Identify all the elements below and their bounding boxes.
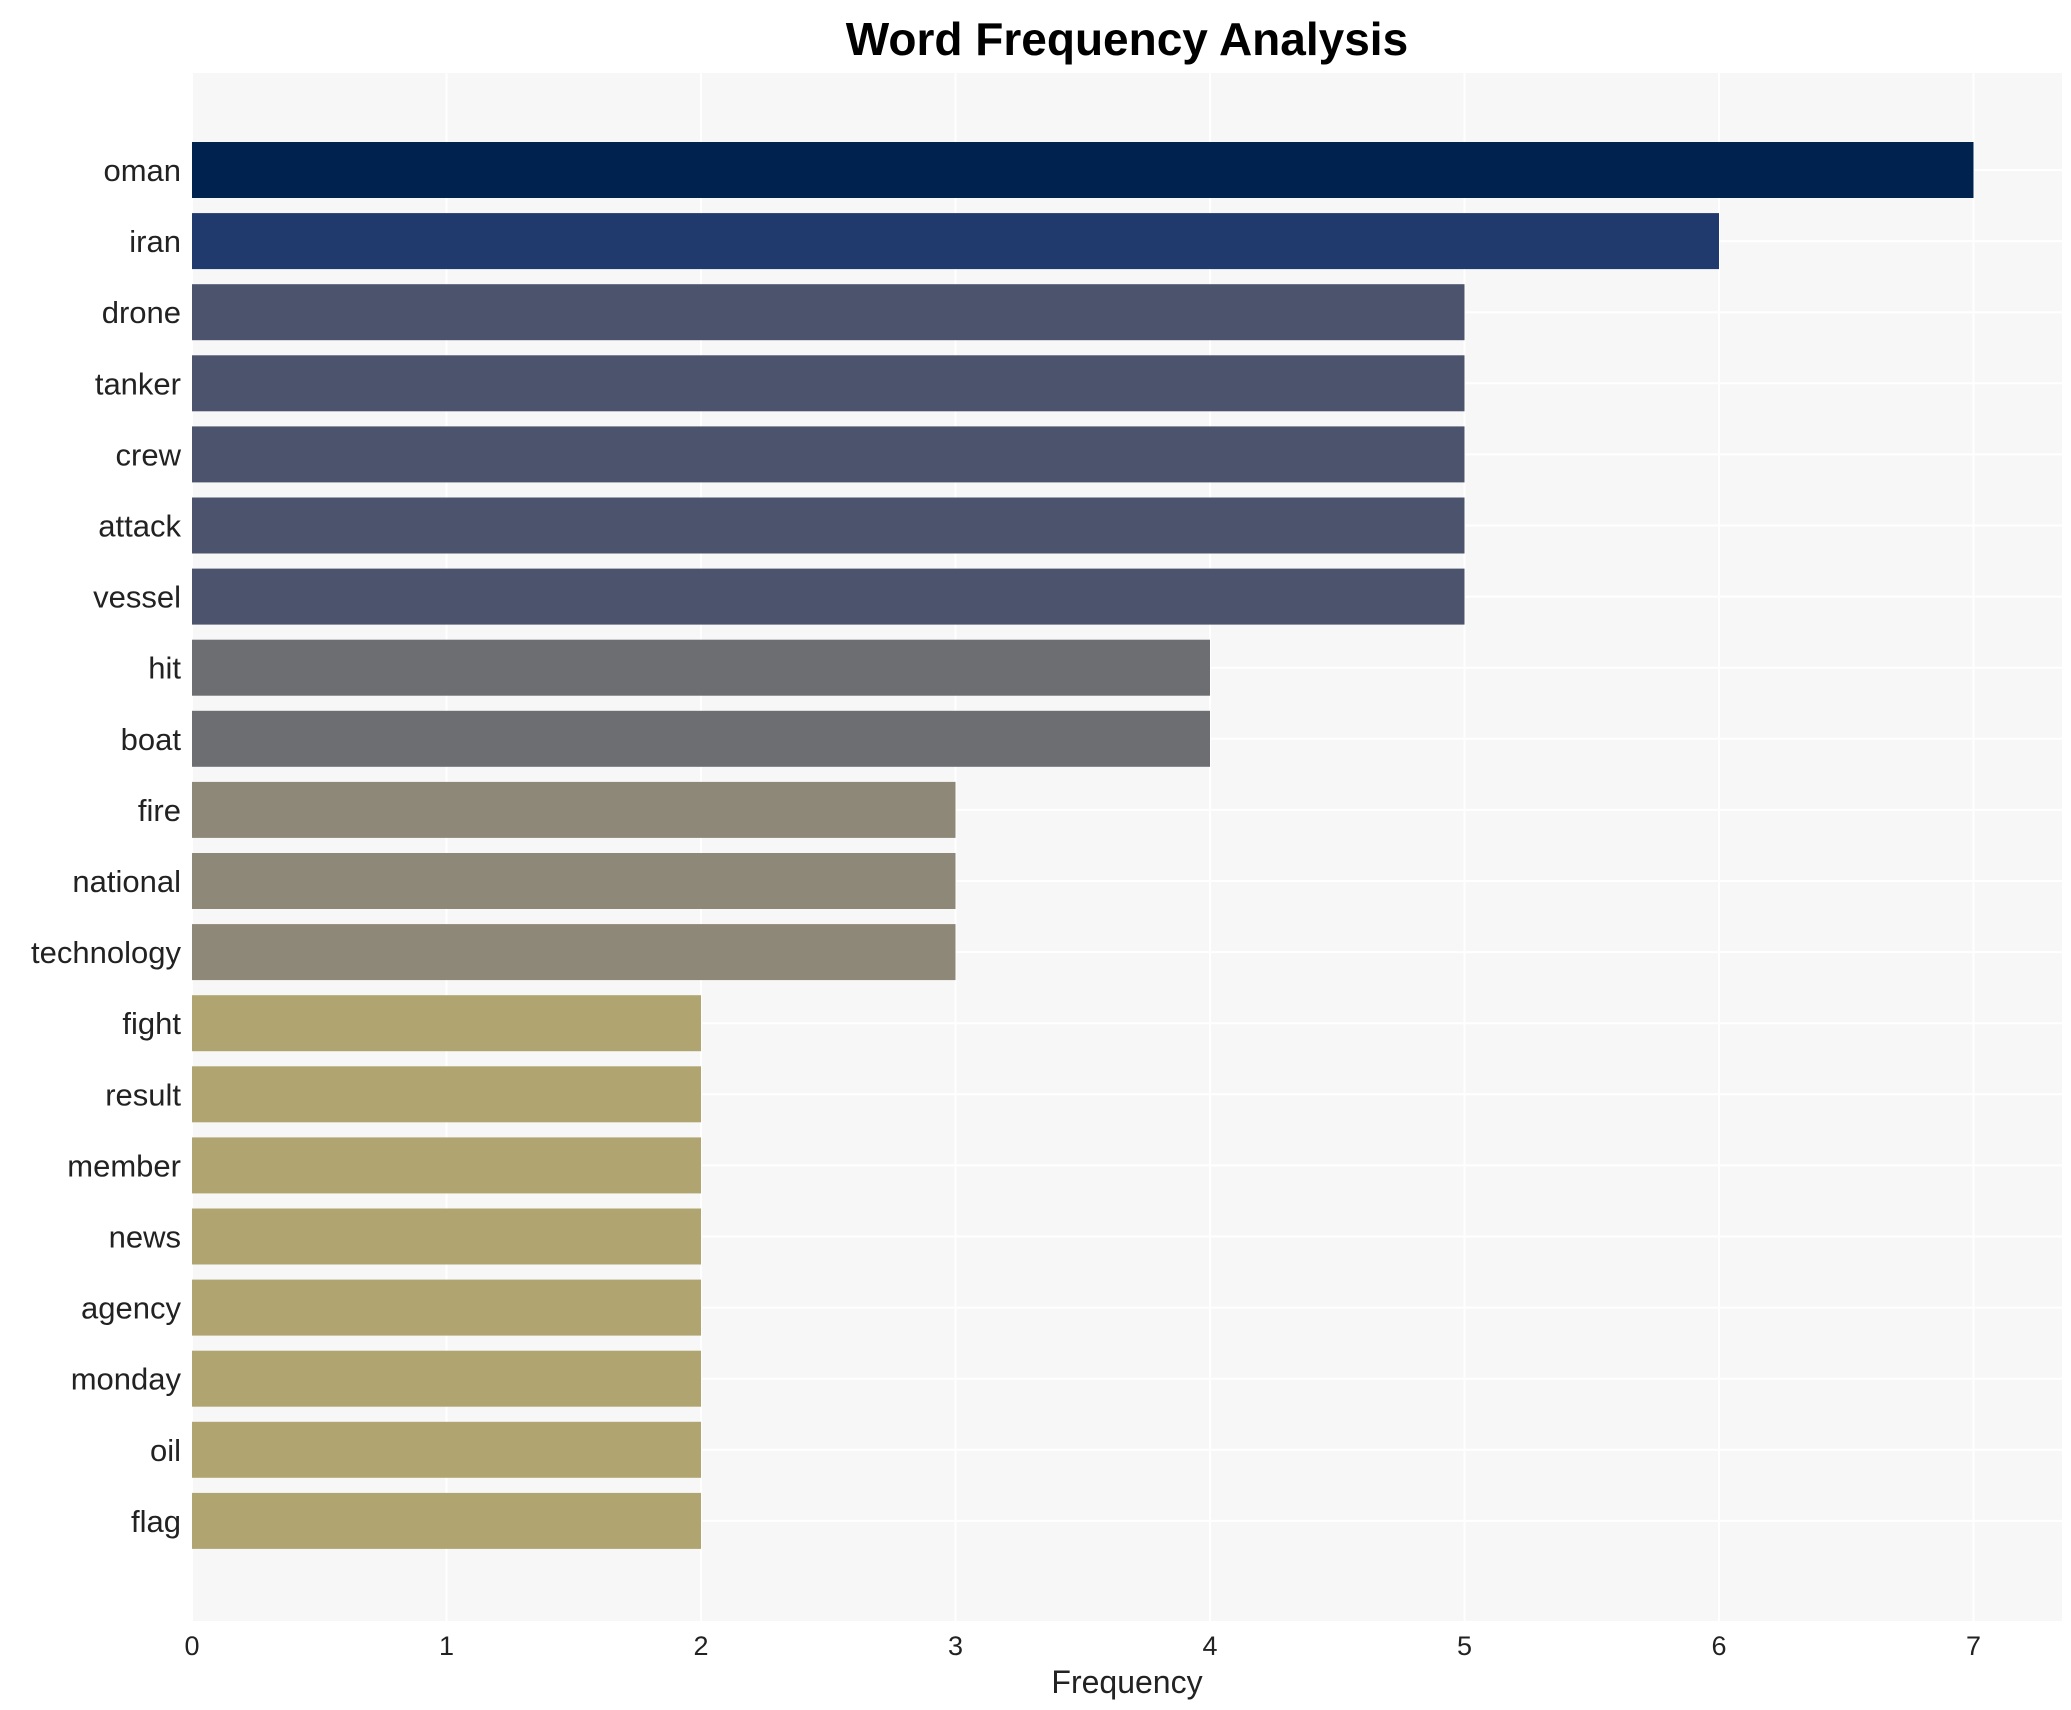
chart-title: Word Frequency Analysis [846,13,1408,65]
bar-vessel [192,568,1465,625]
bars [192,142,1974,1549]
y-tick-label-oman: oman [103,153,181,188]
bar-fight [192,995,701,1052]
y-tick-label-national: national [72,864,181,899]
x-tick-label: 7 [1966,1631,1981,1661]
y-tick-label-vessel: vessel [93,580,181,615]
y-tick-label-member: member [67,1148,181,1183]
bar-oil [192,1421,701,1478]
y-tick-label-agency: agency [81,1291,181,1326]
y-tick-label-hit: hit [148,651,181,686]
y-tick-label-iran: iran [129,224,181,259]
x-tick-labels: 0 1 2 3 4 5 6 7 [184,1631,1981,1661]
bar-drone [192,284,1465,341]
y-tick-label-drone: drone [102,295,181,330]
y-tick-labels: oman iran drone tanker crew attack vessel hit bo… [31,153,182,1539]
bar-oman [192,142,1974,198]
x-tick-label: 1 [439,1631,454,1661]
bar-crew [192,426,1465,483]
bar-news [192,1208,701,1265]
x-tick-label: 2 [693,1631,708,1661]
x-axis-label: Frequency [1051,1664,1202,1700]
bar-monday [192,1350,701,1407]
x-tick-label: 4 [1202,1631,1217,1661]
x-tick-label: 3 [948,1631,963,1661]
bar-national [192,853,956,909]
y-tick-label-result: result [105,1077,181,1112]
y-tick-label-tanker: tanker [95,366,181,401]
y-tick-label-technology: technology [31,935,181,970]
bar-member [192,1137,701,1194]
bar-result [192,1066,701,1123]
x-tick-label: 0 [184,1631,199,1661]
y-tick-label-attack: attack [98,509,181,544]
y-tick-label-fire: fire [138,793,181,828]
bar-fire [192,781,956,838]
y-tick-label-monday: monday [71,1362,182,1397]
x-tick-label: 6 [1711,1631,1726,1661]
bar-flag [192,1492,701,1549]
bar-technology [192,924,956,981]
bar-boat [192,710,1210,767]
y-tick-label-news: news [109,1220,181,1255]
bar-iran [192,213,1719,270]
x-tick-label: 5 [1457,1631,1472,1661]
bar-agency [192,1279,701,1336]
bar-attack [192,497,1465,554]
bar-hit [192,639,1210,696]
y-tick-label-crew: crew [116,437,182,472]
y-tick-label-flag: flag [131,1504,181,1539]
y-tick-label-fight: fight [122,1006,181,1041]
bar-tanker [192,355,1465,412]
y-tick-label-oil: oil [150,1433,181,1468]
y-tick-label-boat: boat [121,722,182,757]
